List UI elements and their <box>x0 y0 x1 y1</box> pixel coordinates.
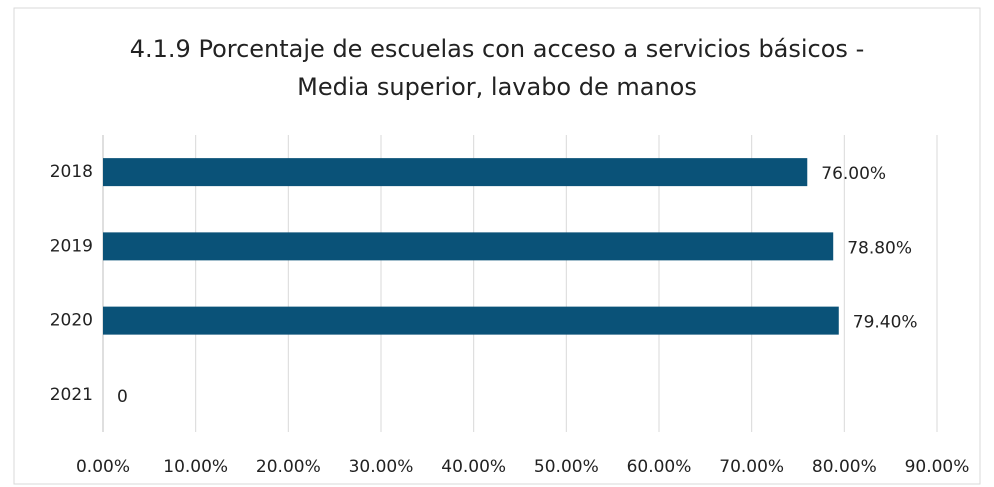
x-tick-label: 70.00% <box>719 457 784 477</box>
bar <box>103 306 839 335</box>
x-tick-label: 10.00% <box>163 457 228 477</box>
x-tick-label: 30.00% <box>349 457 414 477</box>
x-tick-label: 20.00% <box>256 457 321 477</box>
chart-title: 4.1.9 Porcentaje de escuelas con acceso … <box>129 35 865 101</box>
x-tick-label: 90.00% <box>905 457 970 477</box>
x-tick-label: 80.00% <box>812 457 877 477</box>
bar <box>103 158 808 187</box>
data-label: 79.40% <box>853 313 918 333</box>
y-tick-label: 2019 <box>50 236 93 256</box>
data-label: 0 <box>117 387 128 407</box>
x-tick-label: 0.00% <box>76 457 130 477</box>
data-label: 76.00% <box>821 164 886 184</box>
x-tick-label: 40.00% <box>441 457 506 477</box>
x-tick-label: 50.00% <box>534 457 599 477</box>
bar <box>103 232 834 261</box>
y-tick-label: 2021 <box>50 385 93 405</box>
data-label: 78.80% <box>847 238 912 258</box>
y-tick-label: 2018 <box>50 162 93 182</box>
x-tick-label: 60.00% <box>627 457 692 477</box>
y-tick-label: 2020 <box>50 311 93 331</box>
